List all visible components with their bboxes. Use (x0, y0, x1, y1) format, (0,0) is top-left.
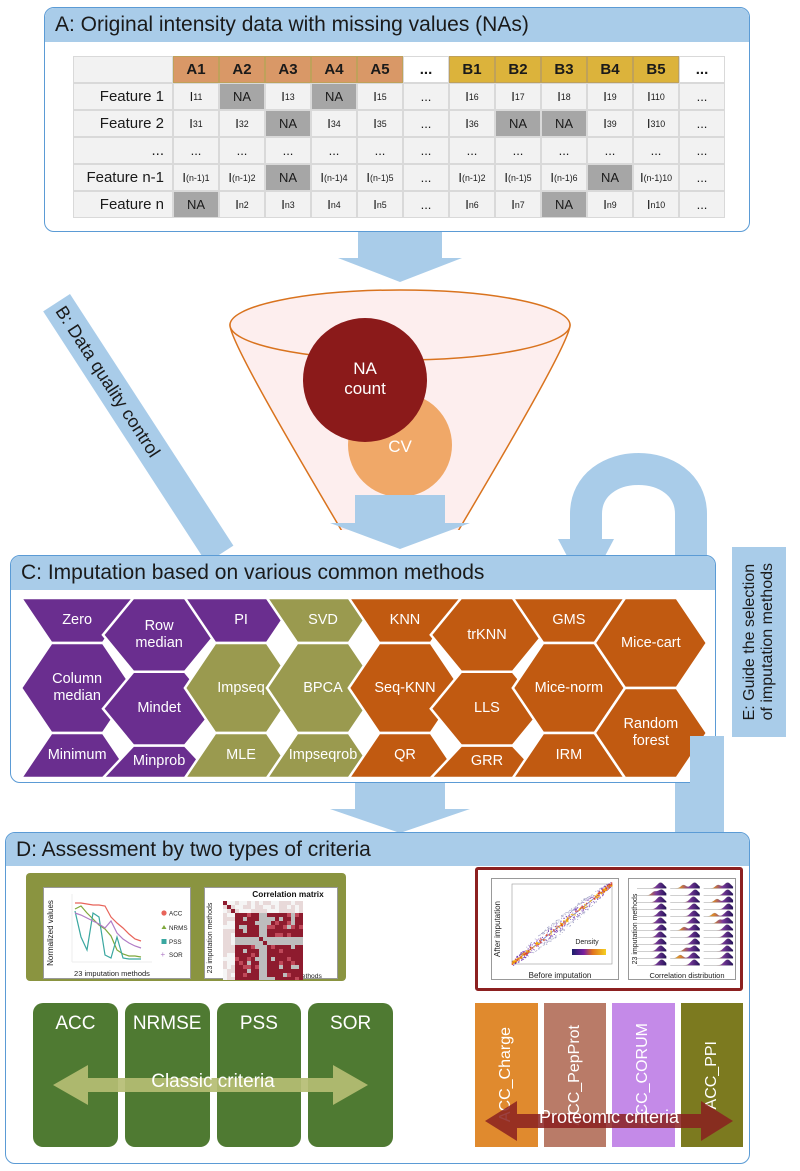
svg-text:After imputation: After imputation (493, 901, 502, 957)
svg-text:Normalized values: Normalized values (46, 900, 55, 966)
svg-text:Before imputation: Before imputation (529, 971, 592, 980)
svg-text:23 imputation methods: 23 imputation methods (207, 902, 214, 973)
svg-text:SOR: SOR (169, 952, 183, 959)
svg-text:PSS: PSS (169, 939, 182, 946)
svg-text:count: count (344, 379, 386, 398)
svg-text:23 imputation methods: 23 imputation methods (632, 893, 639, 964)
svg-text:NA: NA (353, 359, 377, 378)
svg-text:Correlation matrix: Correlation matrix (252, 889, 324, 899)
svg-text:NRMS: NRMS (169, 925, 188, 932)
svg-text:CV: CV (388, 437, 412, 456)
svg-text:+: + (161, 950, 166, 959)
svg-text:Correlation distribution: Correlation distribution (649, 971, 724, 980)
svg-text:Density: Density (575, 939, 599, 946)
svg-text:ACC: ACC (169, 911, 183, 918)
svg-text:23 imputation methods: 23 imputation methods (74, 969, 150, 978)
